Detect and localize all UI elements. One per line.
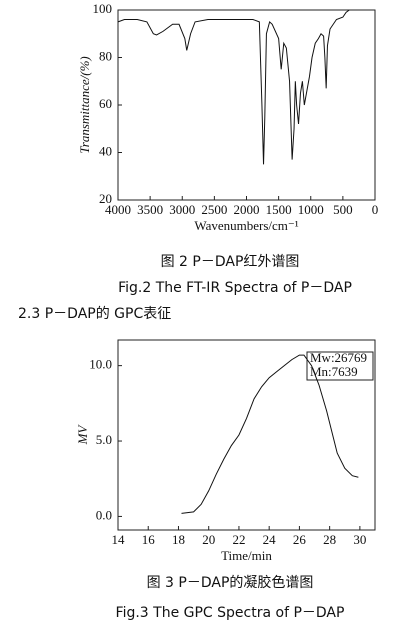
x-tick-label: 2000 (234, 202, 260, 217)
x-tick-label: 30 (353, 532, 366, 547)
x-tick-label: 3500 (137, 202, 163, 217)
data-line (181, 354, 359, 514)
x-tick-label: 14 (112, 532, 126, 547)
x-tick-label: 2500 (201, 202, 227, 217)
plot-frame (117, 9, 376, 201)
y-tick-label: 20 (99, 191, 112, 206)
x-tick-label: 26 (293, 532, 307, 547)
figure-caption-en: Fig.3 The GPC Spectra of P－DAP (116, 605, 345, 621)
x-axis-label: Time/min (221, 548, 272, 563)
y-axis-label: MV (75, 424, 90, 446)
x-tick-label: 0 (372, 202, 379, 217)
annotation-box (306, 351, 374, 381)
y-axis-label: Transmittance/(%) (77, 56, 92, 154)
y-tick-label: 100 (93, 1, 113, 16)
x-tick-label: 1000 (298, 202, 324, 217)
figure-caption-zh: 图 3 P－DAP的凝胶色谱图 (147, 574, 314, 591)
section-heading: 2.3 P－DAP的 GPC表征 (18, 306, 171, 322)
x-tick-label: 4000 (105, 202, 131, 217)
x-tick-label: 22 (232, 532, 245, 547)
x-tick-label: 3000 (169, 202, 195, 217)
x-tick-label: 28 (323, 532, 336, 547)
figure-caption-zh: 图 2 P－DAP红外谱图 (161, 254, 300, 270)
x-tick-label: 18 (172, 532, 185, 547)
x-tick-label: 500 (333, 202, 353, 217)
annotation: Mn:7639 (310, 364, 358, 379)
plot-frame (117, 339, 376, 531)
y-tick-label: 10.0 (89, 357, 112, 372)
y-tick-label: 0.0 (96, 507, 112, 522)
figure-caption-en: Fig.2 The FT-IR Spectra of P－DAP (118, 280, 352, 296)
x-tick-label: 24 (263, 532, 277, 547)
x-tick-label: 16 (142, 532, 156, 547)
data-line (117, 9, 350, 165)
annotation: Mw:26769 (310, 350, 367, 365)
x-axis-label: Wavenumbers/cm⁻¹ (194, 218, 298, 233)
y-tick-label: 60 (99, 96, 112, 111)
x-tick-label: 1500 (266, 202, 292, 217)
y-tick-label: 40 (99, 143, 112, 158)
y-tick-label: 80 (99, 48, 112, 63)
y-tick-label: 5.0 (96, 432, 112, 447)
x-tick-label: 20 (202, 532, 215, 547)
